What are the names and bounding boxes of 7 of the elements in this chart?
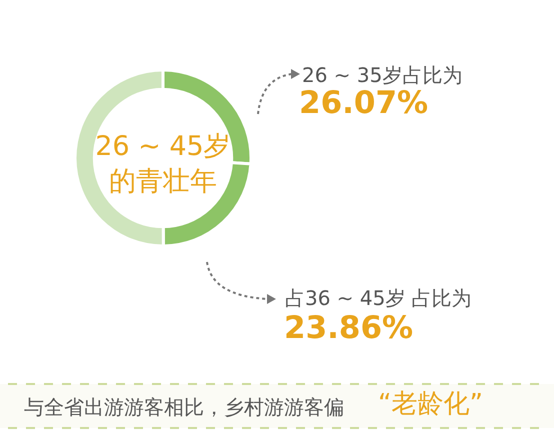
- data-label: 26.07%: [299, 85, 428, 121]
- slice-label: 26 ~ 35岁占比为: [302, 63, 462, 87]
- data-label: 23.86%: [284, 310, 414, 346]
- slice-label: 占36 ~ 45岁 占比为: [285, 286, 472, 310]
- text: “老龄化”: [378, 389, 483, 419]
- text: 26 ~ 45岁的青壮年: [95, 131, 231, 198]
- text: 与全省出游游客相比，乡村游游客偏: [24, 395, 344, 419]
